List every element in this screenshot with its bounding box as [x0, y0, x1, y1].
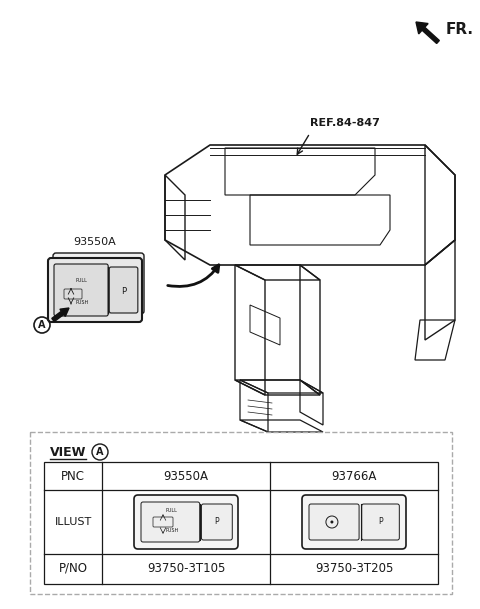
FancyBboxPatch shape	[134, 495, 238, 549]
Text: FR.: FR.	[446, 22, 474, 37]
Text: PNC: PNC	[61, 470, 85, 482]
Text: PUSH: PUSH	[166, 527, 179, 532]
Text: P: P	[215, 518, 219, 527]
Text: 93766A: 93766A	[331, 470, 377, 482]
FancyBboxPatch shape	[54, 264, 108, 316]
Text: A: A	[96, 447, 104, 457]
Text: P: P	[121, 286, 126, 295]
FancyBboxPatch shape	[302, 495, 406, 549]
FancyBboxPatch shape	[362, 504, 399, 540]
Text: 93550A: 93550A	[73, 237, 116, 247]
FancyArrow shape	[416, 22, 439, 43]
FancyBboxPatch shape	[48, 258, 142, 322]
Bar	[30, 432, 452, 594]
Text: P: P	[378, 518, 383, 527]
FancyBboxPatch shape	[53, 253, 144, 314]
Text: A: A	[38, 320, 46, 330]
Text: REF.84-847: REF.84-847	[310, 118, 380, 128]
Text: PULL: PULL	[166, 507, 178, 513]
Text: 93750-3T205: 93750-3T205	[315, 561, 393, 574]
FancyBboxPatch shape	[309, 504, 359, 540]
Text: PULL: PULL	[75, 278, 87, 284]
Bar	[44, 462, 438, 584]
FancyBboxPatch shape	[141, 502, 200, 542]
FancyBboxPatch shape	[202, 504, 232, 540]
Text: 93550A: 93550A	[164, 470, 208, 482]
Text: PUSH: PUSH	[75, 300, 88, 306]
Text: ILLUST: ILLUST	[54, 517, 92, 527]
Text: 93750-3T105: 93750-3T105	[147, 561, 225, 574]
Circle shape	[330, 521, 334, 524]
FancyBboxPatch shape	[109, 267, 138, 313]
Text: P/NO: P/NO	[59, 561, 87, 574]
Text: VIEW: VIEW	[50, 446, 86, 459]
FancyArrow shape	[52, 308, 69, 322]
